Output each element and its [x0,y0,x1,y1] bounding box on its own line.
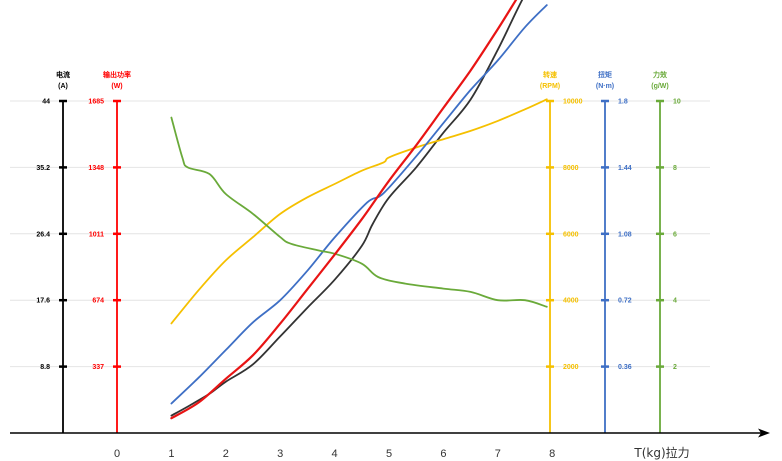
torque-axis-unit: (N·m) [596,83,614,90]
speed-series-line [170,98,548,325]
speed-axis-unit: (RPM) [540,83,560,90]
efficiency-tick-label: 10 [673,99,681,106]
x-tick-label: 1 [168,448,174,460]
speed-axis-name: 转速 [543,70,557,79]
speed-tick-label: 6000 [563,231,579,238]
current-series-line [170,0,524,417]
current-tick-label: 26.4 [36,231,50,238]
speed-tick-label: 4000 [563,298,579,305]
efficiency-axis-name: 力效 [653,70,668,79]
efficiency-tick-label: 4 [673,298,677,305]
power-tick-label: 1011 [89,231,104,238]
power-tick-label: 1348 [88,165,104,172]
speed-tick-label: 8000 [563,165,579,172]
current-tick-label: 8.8 [40,364,50,371]
speed-tick-label: 2000 [563,364,579,371]
power-axis-name: 输出功率 [103,70,131,79]
speed-tick-label: 10000 [563,99,583,106]
x-axis-title: T(kg)拉力 [633,445,689,460]
torque-tick-label: 1.08 [618,231,632,238]
current-tick-label: 35.2 [36,165,50,172]
current-axis-unit: (A) [58,83,68,90]
torque-series-line [170,4,548,405]
x-tick-label: 6 [440,448,446,460]
current-tick-label: 17.6 [36,298,50,305]
efficiency-tick-label: 6 [673,231,677,238]
x-tick-label: 0 [114,448,120,460]
torque-tick-label: 0.72 [618,298,632,305]
current-tick-label: 44 [42,99,50,106]
x-tick-label: 8 [549,448,555,460]
x-tick-label: 7 [495,448,501,460]
power-tick-label: 674 [92,298,104,305]
current-axis-name: 电流 [56,70,70,79]
torque-tick-label: 1.8 [618,99,628,106]
x-tick-label: 3 [277,448,283,460]
efficiency-tick-label: 8 [673,165,677,172]
power-axis-unit: (W) [111,83,122,90]
efficiency-tick-label: 2 [673,364,677,371]
power-series-line [170,0,518,420]
power-tick-label: 1685 [88,99,104,106]
torque-tick-label: 1.44 [618,165,632,172]
efficiency-series-line [170,116,548,308]
torque-axis-name: 扭矩 [598,70,612,79]
efficiency-axis-unit: (g/W) [651,83,669,90]
x-axis-arrow-icon [758,428,770,438]
x-tick-label: 4 [332,448,338,460]
x-tick-label: 2 [223,448,229,460]
torque-tick-label: 0.36 [618,364,632,371]
x-tick-label: 5 [386,448,392,460]
power-tick-label: 337 [92,364,104,371]
